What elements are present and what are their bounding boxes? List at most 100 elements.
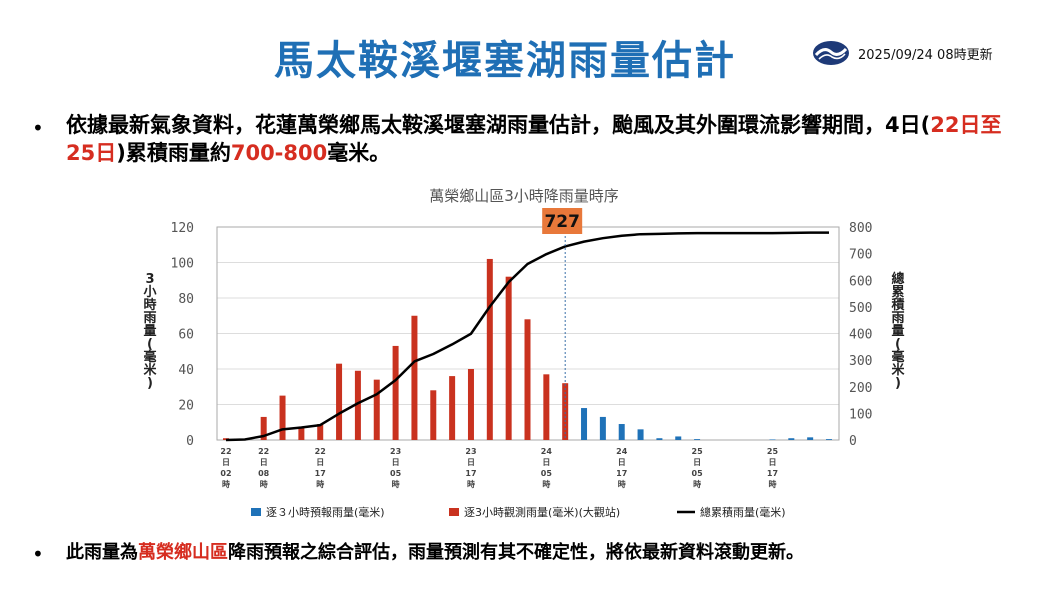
- left-axis-label: 3 小時雨量(毫米): [143, 272, 157, 391]
- y-tick-label: 40: [178, 363, 194, 378]
- observed-bar: [298, 427, 305, 440]
- update-timestamp: 2025/09/24 08時更新: [858, 48, 993, 63]
- legend-swatch-forecast: [251, 508, 261, 516]
- legend-swatch-observed: [449, 508, 459, 516]
- summary-text-3: 毫米。: [327, 141, 391, 165]
- x-tick-label: 時: [542, 479, 550, 489]
- observed-bar: [449, 376, 456, 440]
- x-tick-label: 時: [467, 479, 475, 489]
- summary-paragraph: 依據最新氣象資料，花蓮萬榮鄉馬太鞍溪堰塞湖雨量估計，颱風及其外圍環流影響期間，4…: [66, 111, 1016, 167]
- chart-title: 萬榮鄉山區3小時降雨量時序: [429, 187, 619, 205]
- observed-bar: [317, 424, 324, 440]
- x-tick-label: 時: [618, 479, 626, 489]
- note-text-1: 此雨量為: [66, 542, 138, 563]
- observed-bar: [373, 379, 380, 440]
- observed-bar: [392, 345, 399, 440]
- x-axis-ticks: 22日02時22日08時22日17時23日05時23日17時24日05時24日1…: [220, 447, 778, 489]
- y2-tick-label: 400: [849, 328, 872, 343]
- observed-bars: [223, 258, 569, 440]
- x-tick-label: 24: [616, 447, 628, 456]
- x-tick-label: 日: [222, 458, 230, 467]
- forecast-bars: [581, 408, 832, 440]
- x-tick-label: 17: [315, 469, 326, 478]
- y2-tick-label: 800: [849, 221, 872, 236]
- y-tick-label: 20: [178, 399, 194, 414]
- x-tick-label: 05: [692, 469, 704, 478]
- x-tick-label: 日: [542, 458, 550, 467]
- forecast-bar: [807, 437, 814, 440]
- x-tick-label: 23: [390, 447, 401, 456]
- x-tick-label: 25: [692, 447, 704, 456]
- y-tick-label: 60: [178, 328, 194, 343]
- y2-tick-label: 100: [849, 407, 872, 422]
- observed-bar: [562, 383, 569, 440]
- note-area: 萬榮鄉山區: [138, 542, 228, 563]
- observed-bar: [411, 315, 418, 440]
- forecast-bar: [694, 439, 701, 440]
- observed-bar: [430, 390, 437, 440]
- x-tick-label: 日: [316, 458, 324, 467]
- page-title: 馬太鞍溪堰塞湖雨量估計: [274, 38, 736, 84]
- x-tick-label: 時: [392, 479, 400, 489]
- bullet-marker: •: [32, 542, 44, 566]
- note-text-2: 降雨預報之綜合評估，雨量預測有其不確定性，將依最新資料滾動更新。: [228, 542, 804, 563]
- forecast-bar: [826, 439, 832, 440]
- bullet-marker: •: [32, 116, 44, 140]
- y-tick-label: 100: [171, 257, 194, 272]
- observed-bar: [524, 319, 531, 440]
- y2-tick-label: 600: [849, 274, 872, 289]
- x-tick-label: 時: [222, 479, 230, 489]
- legend-label-forecast: 逐３小時預報雨量(毫米): [266, 505, 385, 519]
- x-tick-label: 25: [767, 447, 779, 456]
- forecast-bar: [581, 408, 588, 440]
- summary-text-2: )累積雨量約: [116, 141, 231, 165]
- observed-bar: [336, 363, 343, 440]
- y2-tick-label: 300: [849, 354, 872, 369]
- legend-label-observed: 逐3小時觀測雨量(毫米)(大觀站): [464, 505, 620, 519]
- x-tick-label: 23: [465, 447, 476, 456]
- x-tick-label: 05: [390, 469, 402, 478]
- x-tick-label: 日: [693, 458, 701, 467]
- summary-rain-amount: 700-800: [230, 141, 328, 165]
- y-tick-label: 120: [171, 221, 194, 236]
- forecast-bar: [788, 438, 795, 440]
- y2-tick-label: 500: [849, 301, 872, 316]
- callout-label: 727: [544, 212, 580, 232]
- observed-bar: [505, 276, 512, 440]
- cumulative-line: [225, 231, 829, 442]
- observed-bar: [467, 369, 474, 440]
- x-tick-label: 05: [541, 469, 553, 478]
- right-axis-ticks: 800 700 600 500 400 300 200 100 0: [849, 221, 872, 449]
- x-tick-label: 時: [260, 479, 268, 489]
- x-tick-label: 24: [541, 447, 553, 456]
- x-tick-label: 日: [392, 458, 400, 467]
- legend-label-cumulative: 總累積雨量(毫米): [700, 505, 786, 519]
- x-tick-label: 日: [260, 458, 268, 467]
- x-tick-label: 22: [315, 447, 326, 456]
- x-tick-label: 17: [616, 469, 627, 478]
- x-tick-label: 17: [465, 469, 476, 478]
- forecast-bar: [769, 439, 776, 440]
- forecast-bar: [637, 429, 644, 440]
- x-tick-label: 08: [258, 469, 270, 478]
- observed-bar: [543, 374, 550, 440]
- x-tick-label: 日: [467, 458, 475, 467]
- callout-box: [542, 208, 583, 234]
- observed-bar: [354, 370, 361, 440]
- forecast-bar: [675, 436, 682, 440]
- x-tick-label: 17: [767, 469, 778, 478]
- x-tick-label: 時: [768, 479, 776, 489]
- x-tick-label: 02: [220, 469, 231, 478]
- right-axis-label: 總累積雨量(毫米): [890, 271, 905, 391]
- cwa-logo-icon: [813, 41, 849, 65]
- forecast-bar: [618, 424, 625, 440]
- chart-legend: 逐３小時預報雨量(毫米) 逐3小時觀測雨量(毫米)(大觀站) 總累積雨量(毫米): [251, 505, 786, 519]
- x-tick-label: 日: [768, 458, 776, 467]
- observed-bar: [279, 395, 286, 440]
- x-tick-label: 22: [258, 447, 269, 456]
- forecast-bar: [656, 438, 663, 440]
- x-tick-label: 時: [693, 479, 701, 489]
- forecast-bar: [599, 416, 606, 440]
- y-tick-label: 80: [178, 292, 194, 307]
